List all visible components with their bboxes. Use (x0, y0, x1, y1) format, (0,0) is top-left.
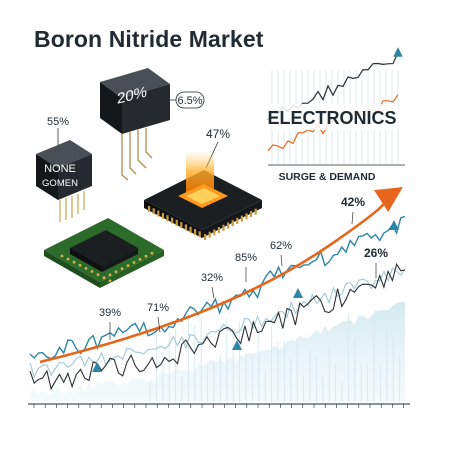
pcb-chip (44, 218, 164, 288)
highlight-bar-head (92, 362, 102, 372)
left-chip-percent: 55% (47, 116, 69, 128)
trend-label-leader (351, 211, 354, 225)
x-ticks (33, 404, 404, 408)
trend-label: 71% (147, 302, 169, 314)
inset-subtitle: SURGE & DEMAND (279, 171, 376, 183)
trend-labels: 39% 71% 32% 85% 62% 42% 26% (99, 195, 388, 340)
trend-label: 42% (341, 195, 365, 209)
highlight-bar-head (232, 340, 242, 350)
inset-chart: ELECTRONICS SURGE & DEMAND (267, 47, 405, 183)
trend-label-leader (211, 286, 215, 299)
trend-arrow (39, 186, 403, 364)
inset-banner: ELECTRONICS (267, 108, 396, 128)
trend-label-leader (157, 316, 161, 333)
left-chip-line2: GOMEN (42, 178, 78, 189)
highlight-bars (92, 220, 399, 402)
light-teal-series (29, 267, 406, 379)
main-chart: 39% 71% 32% 85% 62% 42% 26% (28, 186, 410, 408)
cpu-chip: 47% (144, 127, 262, 240)
highlight-bar-head (293, 288, 303, 298)
cpu-pins (148, 206, 257, 240)
top-chip: 20% 6.5% (100, 68, 205, 181)
trend-label-leader (280, 254, 283, 267)
left-chip: 55% NONE GOMEN (36, 116, 92, 222)
trend-label: 39% (99, 307, 121, 319)
pcb-pins (60, 251, 154, 283)
dark-series (29, 262, 406, 391)
left-chip-line1: NONE (44, 163, 76, 175)
top-chip-callout: 6.5% (177, 95, 202, 107)
trend-label: 32% (201, 272, 223, 284)
cpu-percent: 47% (206, 127, 230, 141)
trend-label: 85% (235, 252, 257, 264)
highlight-bar-head (389, 220, 399, 230)
trend-label: 26% (364, 246, 388, 260)
page-title: Boron Nitride Market (34, 26, 264, 52)
trend-label: 62% (270, 240, 292, 252)
area-series (30, 301, 405, 402)
inset-banner-bg (268, 104, 398, 130)
